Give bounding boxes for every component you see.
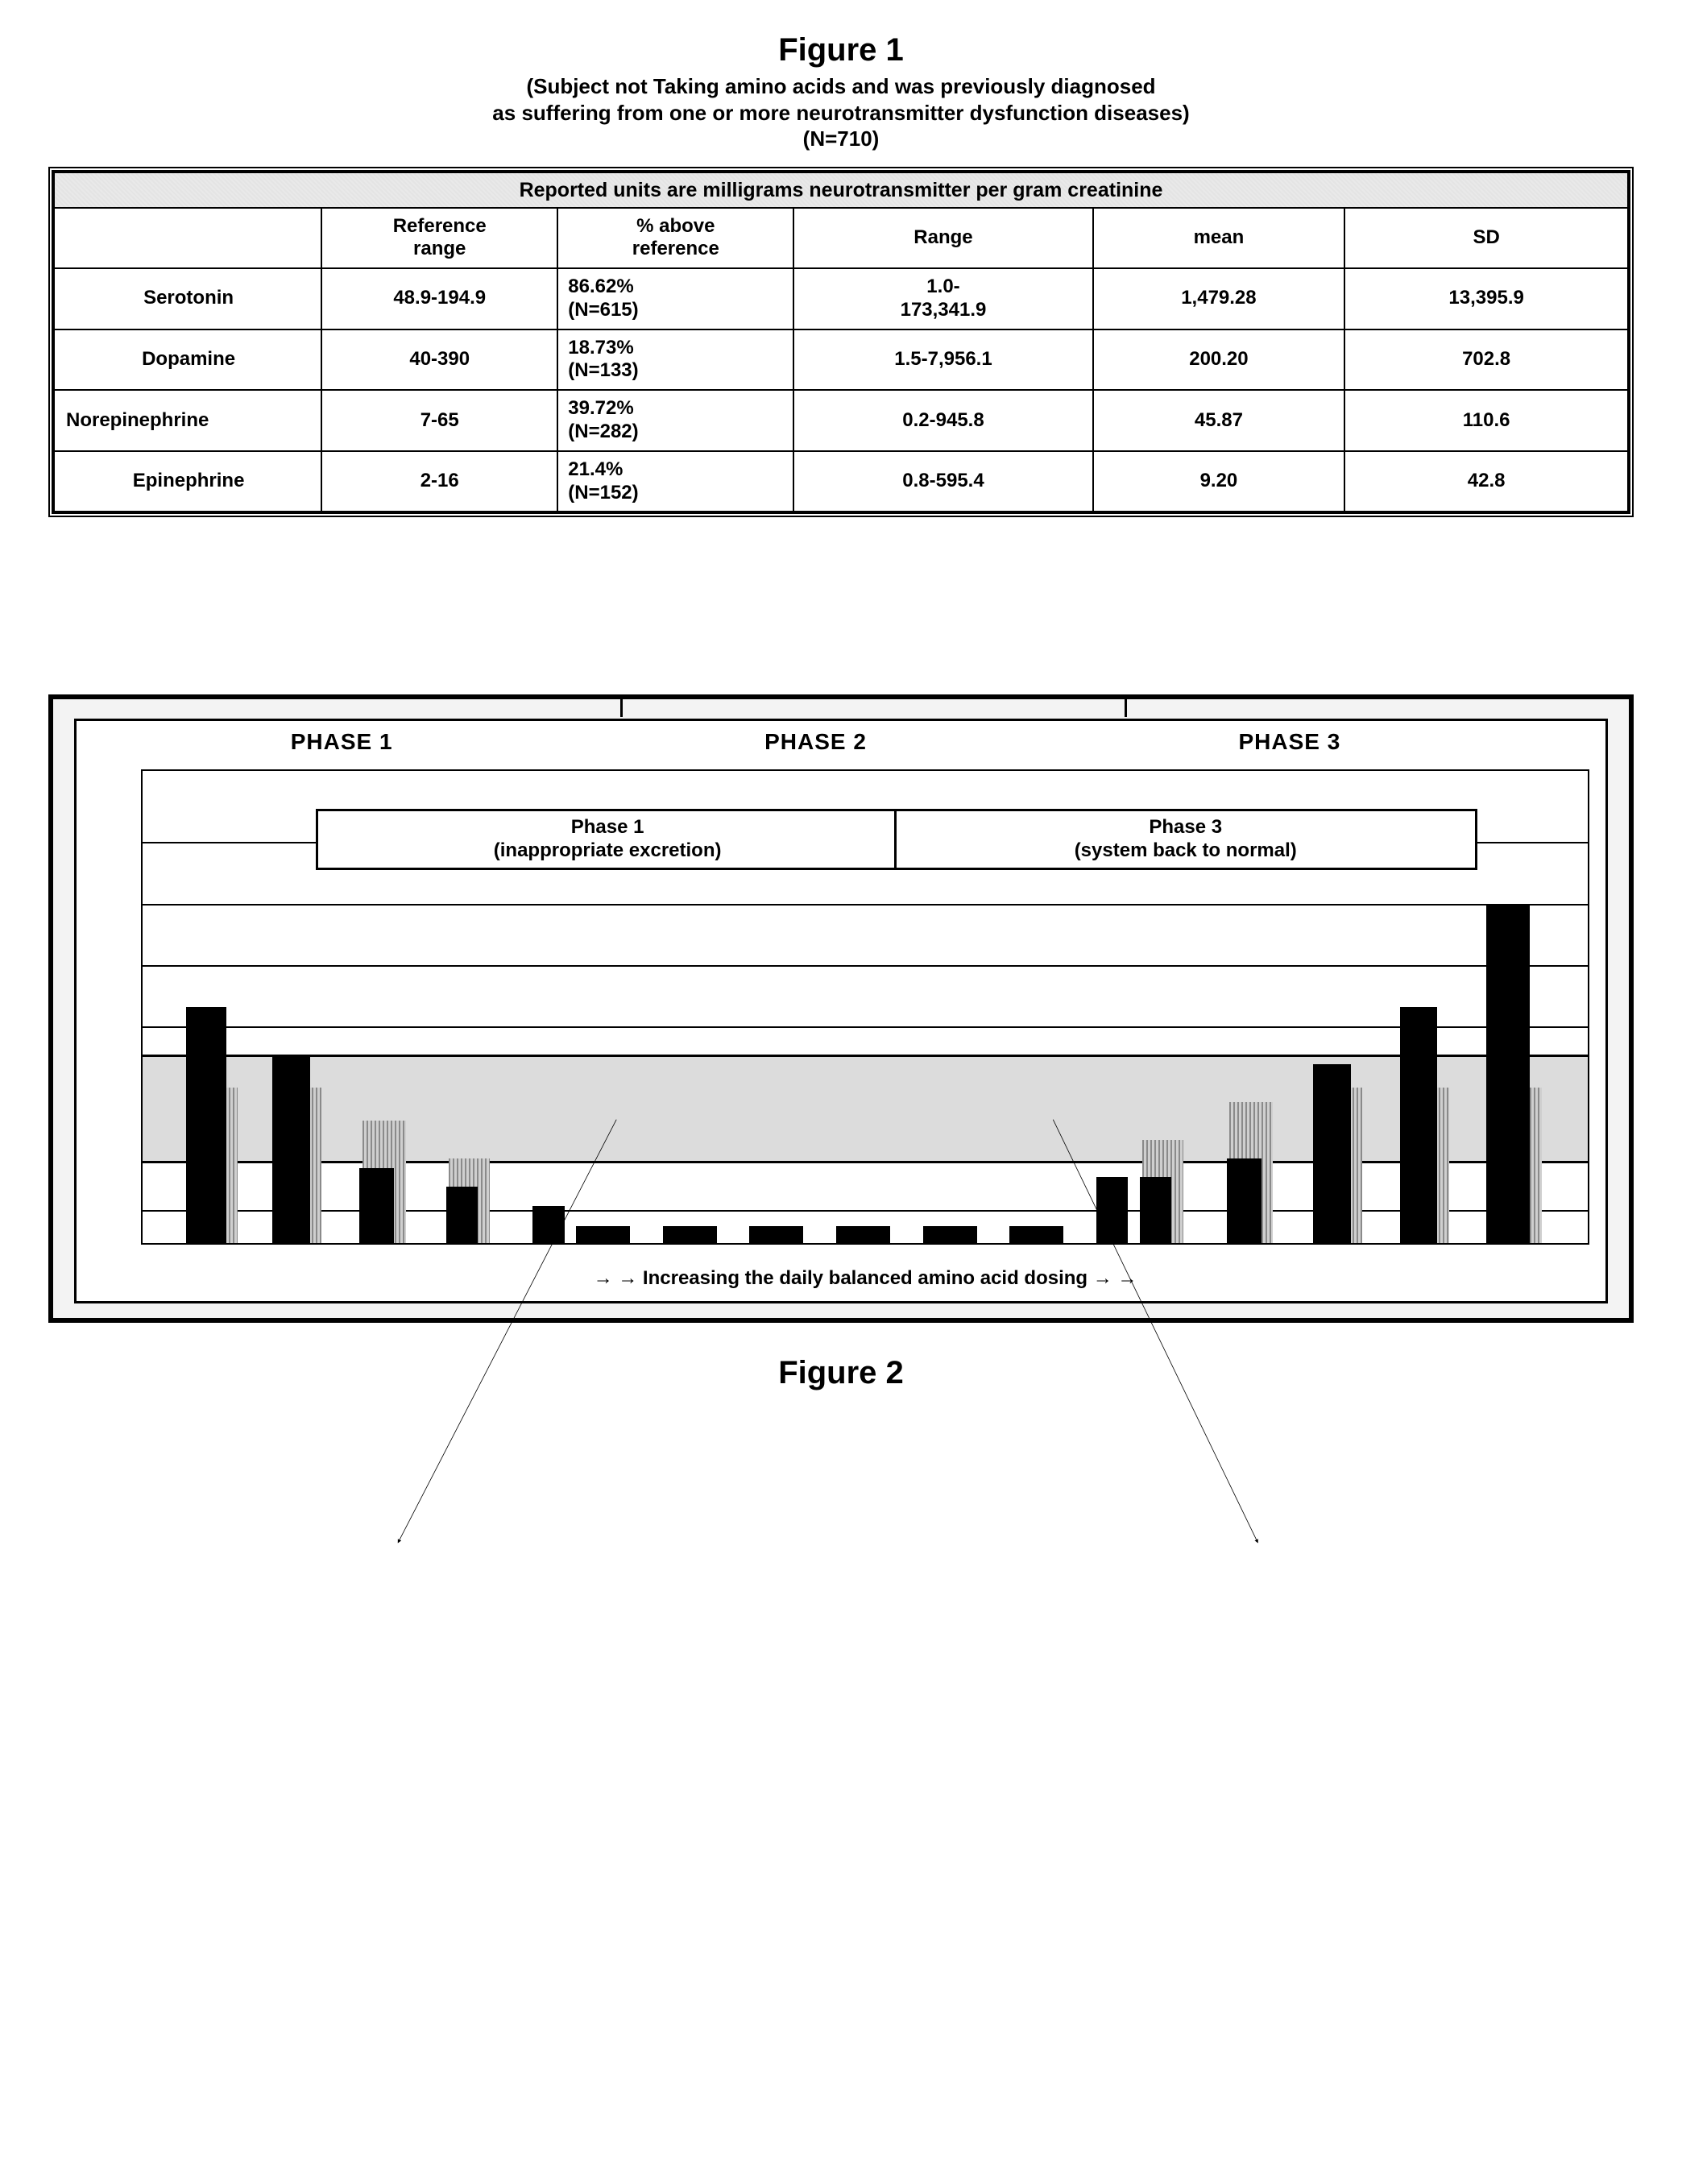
bar bbox=[446, 1187, 478, 1243]
bar bbox=[1313, 1064, 1351, 1244]
callout-box: Phase 3(system back to normal) bbox=[894, 809, 1477, 870]
phase-tick bbox=[620, 694, 623, 717]
row-name: Dopamine bbox=[54, 329, 321, 391]
subtitle-line-2: as suffering from one or more neurotrans… bbox=[492, 101, 1189, 125]
cell-mean: 45.87 bbox=[1093, 390, 1345, 451]
arrow bbox=[398, 1120, 616, 1543]
cell-pct-above: 39.72%(N=282) bbox=[557, 390, 793, 451]
bar bbox=[836, 1226, 890, 1244]
bar bbox=[186, 1007, 226, 1243]
cell-range: 0.8-595.4 bbox=[793, 451, 1092, 512]
bar bbox=[749, 1226, 803, 1244]
col-header: % abovereference bbox=[557, 208, 793, 269]
callout-line1: Phase 3 bbox=[911, 816, 1460, 839]
bar bbox=[532, 1206, 564, 1244]
cell-range: 1.0-173,341.9 bbox=[793, 268, 1092, 329]
col-header: mean bbox=[1093, 208, 1345, 269]
figure-1: Figure 1 (Subject not Taking amino acids… bbox=[48, 32, 1634, 517]
callout-box: Phase 1(inappropriate excretion) bbox=[316, 809, 899, 870]
table-row: Norepinephrine7-6539.72%(N=282)0.2-945.8… bbox=[54, 390, 1628, 451]
phase-tick bbox=[1125, 694, 1127, 717]
cell-sd: 42.8 bbox=[1344, 451, 1628, 512]
bar bbox=[272, 1055, 310, 1243]
bar bbox=[1096, 1177, 1128, 1243]
cell-mean: 9.20 bbox=[1093, 451, 1345, 512]
row-name: Serotonin bbox=[54, 268, 321, 329]
cell-reference-range: 2-16 bbox=[321, 451, 557, 512]
cell-range: 0.2-945.8 bbox=[793, 390, 1092, 451]
header-row: Referencerange% abovereferenceRangemeanS… bbox=[54, 208, 1628, 269]
bar bbox=[1227, 1158, 1262, 1243]
figure-2-outer: PHASE 1PHASE 2PHASE 3 Urinary neurotrans… bbox=[48, 694, 1634, 1323]
cell-pct-above: 18.73%(N=133) bbox=[557, 329, 793, 391]
cell-pct-above: 86.62%(N=615) bbox=[557, 268, 793, 329]
cell-mean: 1,479.28 bbox=[1093, 268, 1345, 329]
bar bbox=[1009, 1226, 1063, 1244]
col-header bbox=[54, 208, 321, 269]
units-row-text: Reported units are milligrams neurotrans… bbox=[54, 172, 1628, 208]
cell-sd: 110.6 bbox=[1344, 390, 1628, 451]
bar bbox=[663, 1226, 717, 1244]
plot-area: Phase 1(inappropriate excretion)Phase 3(… bbox=[141, 769, 1589, 1245]
col-header: Range bbox=[793, 208, 1092, 269]
figure-1-table: Reported units are milligrams neurotrans… bbox=[53, 172, 1629, 513]
cell-sd: 702.8 bbox=[1344, 329, 1628, 391]
units-row: Reported units are milligrams neurotrans… bbox=[54, 172, 1628, 208]
gridline bbox=[143, 904, 1588, 906]
bar bbox=[923, 1226, 977, 1244]
figure-1-title: Figure 1 bbox=[48, 32, 1634, 68]
arrows-svg bbox=[207, 819, 1572, 2184]
cell-reference-range: 40-390 bbox=[321, 329, 557, 391]
subtitle-line-1: (Subject not Taking amino acids and was … bbox=[526, 74, 1155, 98]
row-name: Epinephrine bbox=[54, 451, 321, 512]
bar bbox=[1400, 1007, 1438, 1243]
gridline bbox=[143, 965, 1588, 967]
figure-1-subtitle: (Subject not Taking amino acids and was … bbox=[48, 73, 1634, 152]
col-header: SD bbox=[1344, 208, 1628, 269]
table-row: Epinephrine2-1621.4%(N=152)0.8-595.49.20… bbox=[54, 451, 1628, 512]
callout-line2: (system back to normal) bbox=[911, 839, 1460, 863]
normal-band bbox=[143, 1055, 1588, 1163]
figure-1-table-border: Reported units are milligrams neurotrans… bbox=[48, 167, 1634, 518]
cell-sd: 13,395.9 bbox=[1344, 268, 1628, 329]
bar bbox=[576, 1226, 630, 1244]
bar bbox=[1140, 1177, 1171, 1243]
figure-2-inner: PHASE 1PHASE 2PHASE 3 Urinary neurotrans… bbox=[74, 719, 1608, 1303]
bar bbox=[359, 1168, 394, 1244]
subtitle-line-3: (N=710) bbox=[803, 126, 880, 151]
cell-mean: 200.20 bbox=[1093, 329, 1345, 391]
callout-line2: (inappropriate excretion) bbox=[333, 839, 882, 863]
table-row: Dopamine40-39018.73%(N=133)1.5-7,956.120… bbox=[54, 329, 1628, 391]
cell-pct-above: 21.4%(N=152) bbox=[557, 451, 793, 512]
x-axis-label: → → Increasing the daily balanced amino … bbox=[141, 1267, 1589, 1290]
cell-reference-range: 48.9-194.9 bbox=[321, 268, 557, 329]
cell-range: 1.5-7,956.1 bbox=[793, 329, 1092, 391]
phase-header: PHASE 3 bbox=[1238, 729, 1340, 755]
phase-header: PHASE 2 bbox=[764, 729, 867, 755]
cell-reference-range: 7-65 bbox=[321, 390, 557, 451]
bar bbox=[1486, 904, 1530, 1244]
figure-2-title: Figure 2 bbox=[48, 1355, 1634, 1391]
gridline bbox=[143, 1026, 1588, 1028]
phase-header: PHASE 1 bbox=[291, 729, 393, 755]
table-row: Serotonin48.9-194.986.62%(N=615)1.0-173,… bbox=[54, 268, 1628, 329]
row-name: Norepinephrine bbox=[54, 390, 321, 451]
col-header: Referencerange bbox=[321, 208, 557, 269]
callout-line1: Phase 1 bbox=[333, 816, 882, 839]
